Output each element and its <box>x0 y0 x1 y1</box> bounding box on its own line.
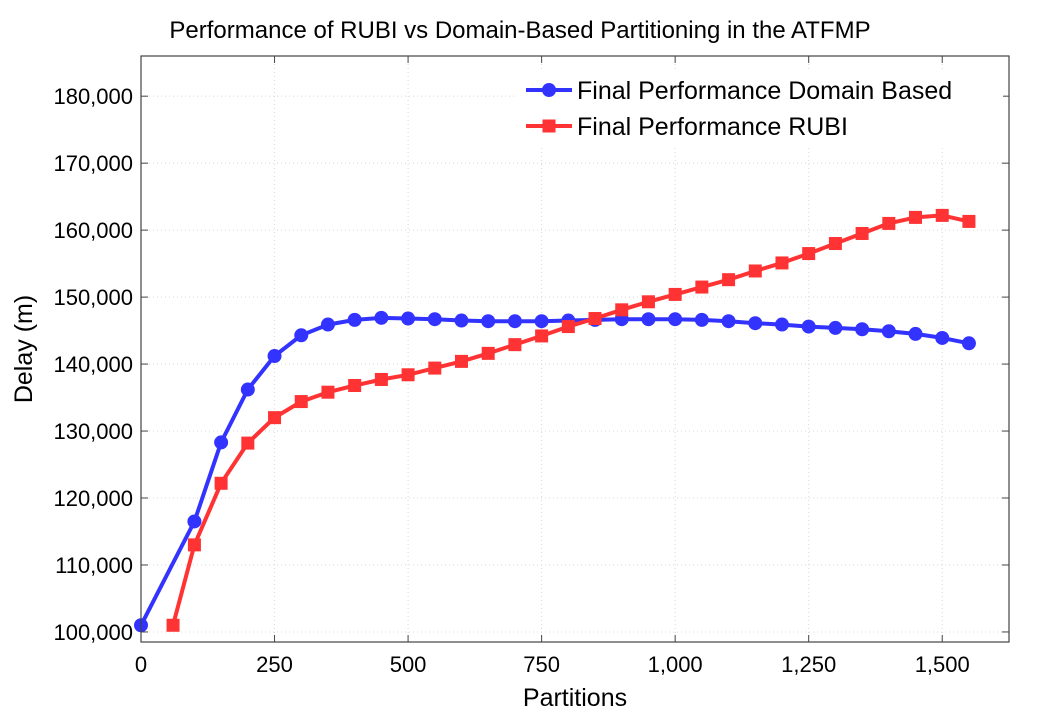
data-point <box>802 247 816 261</box>
data-point <box>855 226 869 240</box>
y-tick-label: 130,000 <box>53 419 133 444</box>
data-point <box>268 411 282 425</box>
data-point <box>267 349 282 364</box>
y-tick-label: 170,000 <box>53 151 133 176</box>
legend-label: Final Performance Domain Based <box>577 77 952 105</box>
data-point <box>240 382 255 397</box>
x-tick-label: 1,250 <box>781 652 836 677</box>
data-point <box>294 395 308 409</box>
axis-ticks: 0 250 500 750 1,000 1,250 1,500 100,000 110,000 1… <box>53 56 1009 677</box>
data-point <box>454 313 469 328</box>
x-tick-label: 1,500 <box>915 652 970 677</box>
data-point <box>320 317 335 332</box>
data-point <box>347 312 362 327</box>
data-point <box>748 264 762 278</box>
data-point <box>401 368 415 382</box>
data-point <box>775 256 789 270</box>
x-axis-label: Partitions <box>523 684 627 712</box>
data-point <box>935 330 950 345</box>
y-tick-label: 150,000 <box>53 285 133 310</box>
data-point <box>187 514 202 529</box>
data-point <box>855 322 870 337</box>
legend-marker <box>542 119 556 133</box>
data-point <box>615 303 629 317</box>
data-point <box>508 338 522 352</box>
data-point <box>908 326 923 341</box>
data-point <box>722 273 736 287</box>
data-point <box>668 287 682 301</box>
data-point <box>828 237 842 251</box>
y-tick-label: 180,000 <box>53 84 133 109</box>
data-point <box>668 312 683 327</box>
x-tick-label: 750 <box>523 652 560 677</box>
data-point <box>961 336 976 351</box>
data-point <box>294 328 309 343</box>
legend-marker <box>542 83 556 97</box>
chart-title: Performance of RUBI vs Domain-Based Part… <box>169 17 870 44</box>
data-point <box>882 216 896 230</box>
data-point <box>561 320 575 334</box>
data-point <box>481 346 495 360</box>
data-point <box>187 538 201 552</box>
data-point <box>641 295 655 309</box>
data-point <box>534 314 549 329</box>
data-point <box>374 310 389 325</box>
x-tick-label: 250 <box>256 652 293 677</box>
legend: Final Performance Domain Based Final Perf… <box>515 70 1003 146</box>
data-point <box>427 312 442 327</box>
data-point <box>214 435 229 450</box>
legend-label: Final Performance RUBI <box>577 113 848 141</box>
data-point <box>481 314 496 329</box>
y-tick-label: 120,000 <box>53 486 133 511</box>
data-point <box>962 214 976 228</box>
data-point <box>428 361 442 375</box>
x-tick-label: 0 <box>135 652 147 677</box>
plot-frame <box>140 55 1010 643</box>
y-axis-label: Delay (m) <box>10 295 38 403</box>
data-point <box>348 378 362 392</box>
data-point <box>535 329 549 343</box>
data-point <box>909 210 923 224</box>
x-tick-label: 1,000 <box>648 652 703 677</box>
data-point <box>881 324 896 339</box>
data-point <box>241 436 255 450</box>
data-point <box>507 314 522 329</box>
data-point <box>454 354 468 368</box>
data-point <box>695 280 709 294</box>
y-tick-label: 110,000 <box>55 553 133 578</box>
data-point <box>588 312 602 326</box>
data-point <box>321 385 335 399</box>
data-point <box>694 312 709 327</box>
data-point <box>641 312 656 327</box>
data-point <box>166 618 180 632</box>
data-point <box>748 316 763 331</box>
data-point <box>401 311 416 326</box>
y-tick-label: 140,000 <box>53 352 133 377</box>
data-point <box>828 320 843 335</box>
y-tick-label: 100,000 <box>53 620 133 645</box>
data-point <box>721 314 736 329</box>
data-point <box>214 476 228 490</box>
plot-series <box>134 208 976 633</box>
data-point <box>374 372 388 386</box>
x-tick-label: 500 <box>390 652 427 677</box>
data-point <box>935 208 949 222</box>
legend-background <box>515 70 1003 146</box>
y-tick-label: 160,000 <box>53 218 133 243</box>
data-point <box>801 319 816 334</box>
data-point <box>774 317 789 332</box>
